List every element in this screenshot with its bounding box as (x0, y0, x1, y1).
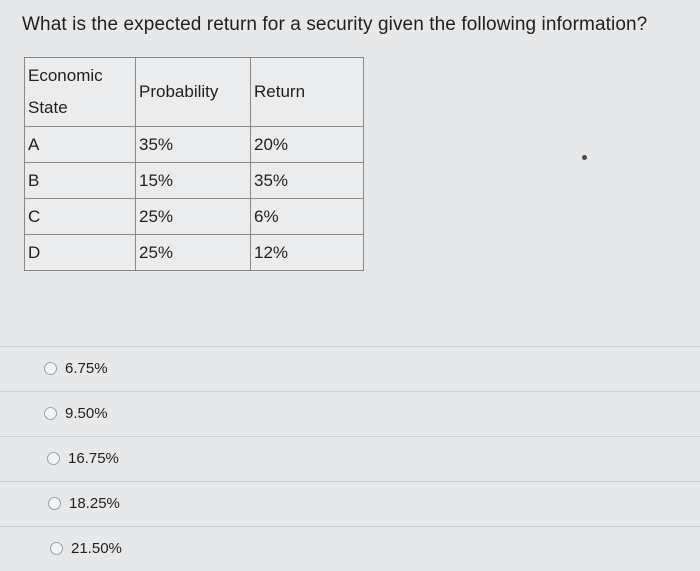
cell-state: A (24, 126, 136, 163)
radio-button[interactable] (47, 452, 60, 465)
option-text: 6.75% (65, 360, 108, 377)
answer-option-label[interactable]: 18.25% (48, 495, 120, 512)
radio-button[interactable] (44, 362, 57, 375)
cell-return: 20% (250, 126, 364, 163)
answer-option[interactable]: 9.50% (0, 391, 700, 436)
cell-state: D (24, 234, 136, 271)
table-row: A 35% 20% (24, 126, 364, 163)
speck-dot (582, 155, 587, 160)
option-text: 18.25% (69, 495, 120, 512)
table-row: C 25% 6% (24, 198, 364, 235)
question-text: What is the expected return for a securi… (22, 14, 648, 35)
answer-option[interactable]: 16.75% (0, 436, 700, 481)
cell-probability: 25% (135, 198, 251, 235)
answer-option-label[interactable]: 21.50% (50, 540, 122, 557)
option-text: 9.50% (65, 405, 108, 422)
answer-option[interactable]: 21.50% (0, 526, 700, 571)
answer-options: 6.75% 9.50% 16.75% 18.25% 21.50% (0, 346, 700, 571)
cell-probability: 25% (135, 234, 251, 271)
answer-option-label[interactable]: 16.75% (47, 450, 119, 467)
table-row: D 25% 12% (24, 234, 364, 271)
radio-button[interactable] (44, 407, 57, 420)
header-return: Return (250, 57, 364, 127)
header-probability: Probability (135, 57, 251, 127)
info-table: Economic State Probability Return A 35% 2… (24, 57, 364, 271)
cell-probability: 15% (135, 162, 251, 199)
cell-probability: 35% (135, 126, 251, 163)
table-header-row: Economic State Probability Return (24, 57, 364, 127)
cell-state: B (24, 162, 136, 199)
answer-option-label[interactable]: 9.50% (44, 405, 108, 422)
cell-return: 35% (250, 162, 364, 199)
cell-return: 12% (250, 234, 364, 271)
radio-button[interactable] (50, 542, 63, 555)
radio-button[interactable] (48, 497, 61, 510)
cell-return: 6% (250, 198, 364, 235)
option-text: 16.75% (68, 450, 119, 467)
table-row: B 15% 35% (24, 162, 364, 199)
answer-option[interactable]: 6.75% (0, 346, 700, 391)
answer-option[interactable]: 18.25% (0, 481, 700, 526)
cell-state: C (24, 198, 136, 235)
option-text: 21.50% (71, 540, 122, 557)
answer-option-label[interactable]: 6.75% (44, 360, 108, 377)
header-economic-state: Economic State (24, 57, 136, 127)
